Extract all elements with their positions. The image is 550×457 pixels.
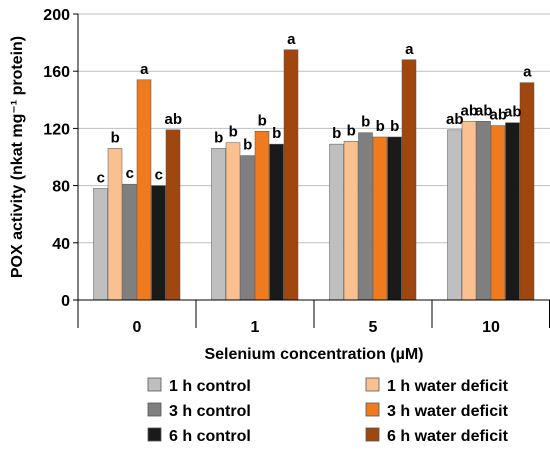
bar <box>136 79 152 301</box>
significance-label: b <box>390 118 399 135</box>
y-tick-label: 200 <box>43 7 70 24</box>
axes <box>73 13 550 328</box>
bar <box>165 129 181 301</box>
x-tick-label: 10 <box>482 319 500 336</box>
significance-label: ab <box>489 107 507 124</box>
bar <box>225 142 241 301</box>
significance-label: a <box>140 61 149 78</box>
significance-label: c <box>155 167 163 184</box>
x-tick-label: 0 <box>133 319 142 336</box>
significance-label: b <box>258 112 267 129</box>
bar <box>211 148 226 301</box>
significance-label: b <box>332 125 341 142</box>
significance-label: a <box>287 31 296 48</box>
x-axis-title: Selenium concentration (µM) <box>204 346 423 363</box>
bar <box>93 188 108 301</box>
bar <box>519 82 535 301</box>
bar <box>358 132 373 301</box>
significance-label: c <box>126 165 134 182</box>
significance-label: ab <box>446 111 464 128</box>
y-tick-label: 0 <box>61 293 70 310</box>
x-tick-label: 1 <box>251 319 260 336</box>
y-tick-label: 40 <box>52 236 70 253</box>
significance-label: b <box>347 122 356 139</box>
legend-label: 1 h water deficit <box>387 378 509 395</box>
significance-label: c <box>97 169 105 186</box>
significance-label: b <box>111 129 120 146</box>
significance-label: b <box>229 124 238 141</box>
bar <box>387 136 402 301</box>
bar <box>240 155 255 301</box>
legend-swatch <box>147 402 162 417</box>
legend-label: 6 h water deficit <box>387 428 509 445</box>
bar <box>122 183 137 301</box>
significance-label: ab <box>460 102 478 119</box>
legend-swatch <box>147 377 162 392</box>
legend: 1 h control 1 h water deficit 3 h control 3… <box>147 377 509 445</box>
significance-label: a <box>405 41 414 58</box>
bar <box>151 185 166 301</box>
bar <box>372 136 388 301</box>
significance-label: ab <box>504 104 522 121</box>
bar <box>461 121 477 301</box>
legend-swatch <box>147 427 162 442</box>
bar <box>447 129 462 301</box>
bar <box>269 143 284 301</box>
y-axis-title: POX activity (nkat mg⁻¹ protein) <box>9 36 26 278</box>
significance-label: a <box>523 64 532 81</box>
legend-label: 6 h control <box>169 428 251 445</box>
y-tick-label: 80 <box>52 179 70 196</box>
significance-label: ab <box>475 102 493 119</box>
significance-label: b <box>214 129 223 146</box>
tick-labels: 0 40 80 120 160 200 0 1 5 10 <box>43 7 500 336</box>
legend-label: 1 h control <box>169 378 251 395</box>
legend-swatch <box>365 377 380 392</box>
y-tick-label: 120 <box>43 121 70 138</box>
legend-swatch <box>365 402 380 417</box>
x-tick-label: 5 <box>369 319 378 336</box>
bar <box>476 121 491 301</box>
significance-label: b <box>361 114 370 131</box>
bar <box>283 49 299 301</box>
significance-label: b <box>243 137 252 154</box>
bar <box>329 143 344 301</box>
bar <box>490 125 506 301</box>
bar <box>343 141 359 301</box>
significance-label: b <box>376 118 385 135</box>
legend-swatch <box>365 427 380 442</box>
significance-label: b <box>272 125 281 142</box>
legend-label: 3 h control <box>169 403 251 420</box>
y-tick-label: 160 <box>43 64 70 81</box>
significance-label: ab <box>164 111 182 128</box>
bar <box>254 131 270 301</box>
bar <box>505 122 520 301</box>
legend-label: 3 h water deficit <box>387 403 509 420</box>
bar <box>401 59 417 301</box>
bar <box>107 148 123 301</box>
